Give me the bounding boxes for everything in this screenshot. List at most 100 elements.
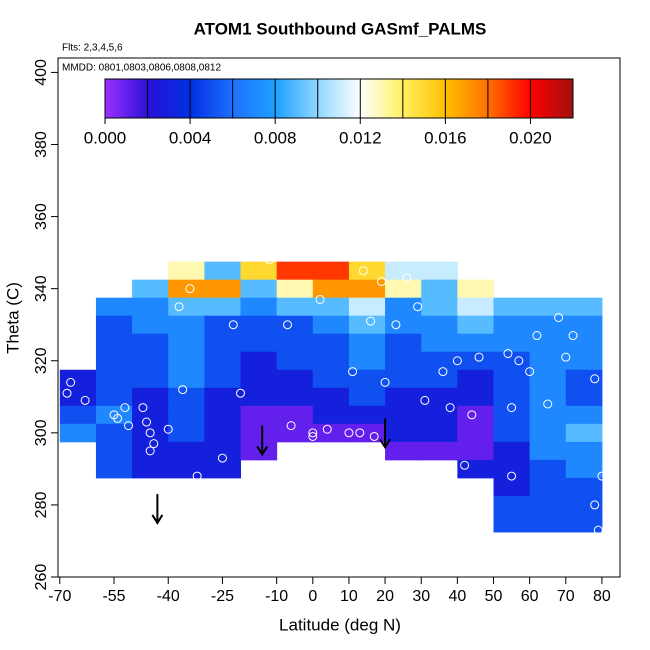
observation-point xyxy=(507,471,517,481)
heat-cell xyxy=(529,513,567,533)
heat-cell xyxy=(457,441,495,461)
x-tick-label: -70 xyxy=(48,588,71,605)
heat-cell xyxy=(240,315,278,335)
observation-point xyxy=(174,302,184,312)
colorbar-band xyxy=(402,79,446,118)
observation-point xyxy=(308,431,318,441)
heat-cell xyxy=(565,297,603,317)
plot-frame xyxy=(57,57,621,578)
heat-cell xyxy=(348,405,386,425)
x-tick-label: -40 xyxy=(157,588,180,605)
heat-cell xyxy=(385,369,422,389)
heat-cell xyxy=(312,369,350,389)
heat-cell xyxy=(132,333,169,353)
observation-point xyxy=(445,403,455,413)
colorbar-tick-label: 0.008 xyxy=(254,128,297,147)
heat-cell xyxy=(493,387,531,407)
heat-cell xyxy=(457,279,495,299)
y-axis-label: Theta (C) xyxy=(3,282,22,354)
heat-cell xyxy=(385,387,422,407)
x-tick-label: 0 xyxy=(308,588,317,605)
heat-cell xyxy=(457,423,495,443)
heat-cell xyxy=(385,405,422,425)
y-tick-label: 320 xyxy=(33,347,50,374)
observation-point xyxy=(178,385,188,395)
chart-title: ATOM1 Southbound GASmf_PALMS xyxy=(194,19,487,38)
y-tick-label: 260 xyxy=(33,564,50,591)
heat-cell xyxy=(493,423,531,443)
heat-cell xyxy=(276,369,314,389)
heat-cell xyxy=(240,405,278,425)
heat-cell xyxy=(276,279,314,299)
heat-cell xyxy=(312,405,350,425)
heat-cell xyxy=(385,441,422,461)
arrow-head xyxy=(256,445,269,457)
heat-cell xyxy=(204,261,242,281)
heat-cell xyxy=(493,441,531,461)
observation-point xyxy=(561,352,571,362)
y-tick-label: 360 xyxy=(33,203,50,230)
observation-point xyxy=(507,403,517,413)
heat-cell xyxy=(276,351,314,371)
colorbar-tick-label: 0.004 xyxy=(169,128,212,147)
heat-cell xyxy=(168,279,205,299)
heat-cell xyxy=(529,297,567,317)
heat-cell xyxy=(529,405,567,425)
heat-cell xyxy=(348,369,386,389)
observation-point xyxy=(217,453,227,463)
heat-cell xyxy=(168,333,205,353)
heat-cell xyxy=(457,459,495,479)
heat-cell xyxy=(385,351,422,371)
heat-cell xyxy=(204,387,242,407)
heat-cell xyxy=(565,387,603,407)
observation-point xyxy=(532,331,542,341)
heat-cell xyxy=(204,405,242,425)
observation-point xyxy=(554,313,564,322)
heat-cell xyxy=(457,297,495,317)
colorbar-tick-label: 0.020 xyxy=(509,128,552,147)
colorbar-band xyxy=(360,79,404,118)
observation-point xyxy=(185,284,195,294)
heat-cell xyxy=(168,405,205,425)
observation-point xyxy=(358,266,368,276)
heat-cell xyxy=(565,477,603,497)
heat-cell xyxy=(168,261,205,281)
colorbar-band xyxy=(275,79,319,118)
x-tick-label: 80 xyxy=(593,588,611,605)
heat-cell xyxy=(493,333,531,353)
heat-cell xyxy=(312,297,350,317)
heat-cell xyxy=(204,333,242,353)
observation-point xyxy=(452,356,462,366)
x-tick-label: -10 xyxy=(265,588,288,605)
heat-cell xyxy=(95,351,133,371)
heat-cell xyxy=(565,441,603,461)
heat-cell xyxy=(204,441,242,461)
x-tick-label: 30 xyxy=(412,588,430,605)
heat-cell xyxy=(493,369,531,389)
arrow-head xyxy=(151,514,164,525)
heat-cell xyxy=(240,297,278,317)
observation-point xyxy=(62,388,72,398)
heat-cell xyxy=(204,351,242,371)
heat-cell xyxy=(276,261,314,281)
observation-point xyxy=(113,413,123,423)
heat-cell xyxy=(385,315,422,335)
heat-cell xyxy=(529,351,567,371)
observation-point xyxy=(597,471,607,481)
heat-cell xyxy=(168,315,205,335)
x-tick-label: 40 xyxy=(448,588,466,605)
observation-point xyxy=(525,367,535,377)
heat-cell xyxy=(529,423,567,443)
heat-cell xyxy=(529,333,567,353)
heat-cell xyxy=(421,405,458,425)
heat-cell xyxy=(204,315,242,335)
heat-cell xyxy=(95,297,133,317)
colorbar-tick-label: 0.000 xyxy=(84,128,127,147)
heat-cell xyxy=(529,495,567,515)
heat-cell xyxy=(421,261,458,281)
y-tick-label: 280 xyxy=(33,491,50,518)
heat-cell xyxy=(95,333,133,353)
heat-cell xyxy=(312,333,350,353)
observation-point xyxy=(145,428,155,438)
observation-point xyxy=(138,403,148,413)
